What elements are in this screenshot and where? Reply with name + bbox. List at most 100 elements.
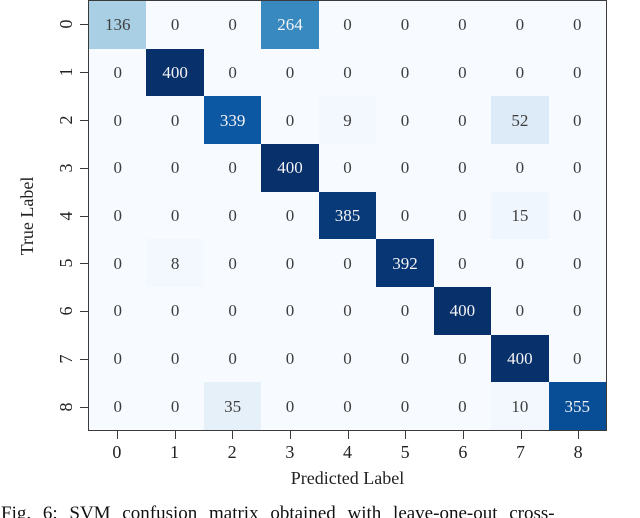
heatmap-cell: 400 <box>146 48 204 97</box>
cell-value: 0 <box>113 301 122 321</box>
cell-value: 0 <box>170 158 180 178</box>
cell-value: 0 <box>458 110 467 130</box>
cell-value: 0 <box>400 110 410 130</box>
cell-value: 0 <box>515 158 525 178</box>
x-tick-label: 0 <box>112 442 122 462</box>
x-tick-mark <box>347 431 349 439</box>
heatmap-cell: 0 <box>548 48 606 97</box>
cell-value: 0 <box>400 396 410 416</box>
cell-value: 8 <box>170 253 180 273</box>
heatmap-cell: 0 <box>261 287 319 335</box>
cell-value: 0 <box>400 348 410 368</box>
x-tick-mark <box>289 431 291 439</box>
cell-value: 0 <box>458 205 467 225</box>
cell-value: 0 <box>573 301 582 321</box>
x-tick-mark <box>520 431 522 439</box>
y-axis-title: True Label <box>16 176 37 256</box>
heatmap-cell: 9 <box>318 96 377 144</box>
cell-value: 0 <box>343 253 352 273</box>
heatmap-cell: 0 <box>376 48 434 97</box>
cell-value: 0 <box>113 158 122 178</box>
cell-value: 0 <box>458 253 467 273</box>
heatmap-cell: 0 <box>433 48 492 97</box>
y-tick-mark <box>80 71 88 73</box>
cell-value: 0 <box>400 158 410 178</box>
y-tick-mark <box>80 263 88 265</box>
x-tick-label: 1 <box>170 442 179 462</box>
heatmap-cell: 0 <box>318 334 377 383</box>
heatmap-cell: 52 <box>491 96 549 144</box>
cell-value: 0 <box>400 205 410 225</box>
cell-value: 0 <box>458 348 467 368</box>
cell-value: 0 <box>113 110 122 130</box>
cell-value: 0 <box>573 158 582 178</box>
heatmap-cell: 0 <box>376 1 434 49</box>
heatmap-cell: 0 <box>203 239 262 287</box>
heatmap-cell: 0 <box>548 287 606 335</box>
heatmap-cell: 0 <box>376 334 434 383</box>
cell-value: 0 <box>170 110 180 130</box>
heatmap-cell: 0 <box>318 1 377 49</box>
heatmap-cell: 400 <box>261 144 319 192</box>
cell-value: 0 <box>343 158 352 178</box>
heatmap-cell: 0 <box>491 144 549 192</box>
heatmap-cell: 0 <box>146 287 204 335</box>
cell-value: 0 <box>170 348 180 368</box>
heatmap-cell: 0 <box>261 96 319 144</box>
cell-value: 0 <box>458 396 467 416</box>
heatmap-cell: 0 <box>433 382 492 430</box>
cell-value: 0 <box>228 158 237 178</box>
heatmap-cell: 0 <box>89 191 147 240</box>
heatmap-cell: 339 <box>203 96 262 144</box>
y-tick-mark <box>80 167 88 169</box>
heatmap-cell: 0 <box>433 96 492 144</box>
cell-value: 0 <box>573 62 582 82</box>
heatmap-cell: 15 <box>491 191 549 240</box>
y-tick-label: 3 <box>55 163 76 173</box>
heatmap-cell: 0 <box>261 191 319 240</box>
cell-value: 0 <box>573 348 582 368</box>
cell-value: 0 <box>113 205 122 225</box>
heatmap-cell: 0 <box>146 382 204 430</box>
cell-value: 0 <box>228 62 237 82</box>
cell-value: 0 <box>400 301 410 321</box>
heatmap-cell: 0 <box>433 239 492 287</box>
plot-area: 136 0 0 264 0 0 0 0 0 0 400 0 0 0 0 0 0 0 0 0 339 0 9 0 0 52 0 0 0 0 4… <box>88 0 607 431</box>
cell-value: 0 <box>228 205 237 225</box>
y-tick-label: 2 <box>55 115 76 125</box>
x-tick-mark <box>578 431 580 439</box>
heatmap-cell: 0 <box>548 239 606 287</box>
cell-value: 0 <box>343 62 352 82</box>
cell-value: 0 <box>343 301 352 321</box>
x-tick-label: 4 <box>343 442 352 462</box>
heatmap-cell: 0 <box>146 96 204 144</box>
heatmap-cell: 0 <box>318 144 377 192</box>
heatmap-cell: 0 <box>491 48 549 97</box>
heatmap-cell: 0 <box>433 334 492 383</box>
heatmap-cell: 0 <box>548 334 606 383</box>
x-tick-label: 8 <box>573 442 583 462</box>
x-tick-mark <box>232 431 234 439</box>
cell-value: 0 <box>458 62 467 82</box>
heatmap-cell: 0 <box>491 239 549 287</box>
heatmap-cell: 355 <box>548 382 606 430</box>
y-tick-mark <box>80 23 88 25</box>
heatmap-cell: 400 <box>491 334 549 383</box>
heatmap-cell: 0 <box>89 382 147 430</box>
cell-value: 0 <box>400 62 410 82</box>
y-tick-label: 7 <box>55 354 76 364</box>
cell-value: 0 <box>285 348 295 368</box>
cell-value: 0 <box>573 15 582 35</box>
heatmap-cell: 0 <box>433 144 492 192</box>
heatmap-cell: 0 <box>376 96 434 144</box>
cell-value: 0 <box>400 15 410 35</box>
cell-value: 35 <box>224 396 242 416</box>
heatmap-cell: 0 <box>548 96 606 144</box>
heatmap-cell: 0 <box>261 48 319 97</box>
cell-value: 136 <box>104 15 131 35</box>
heatmap-cell: 0 <box>376 382 434 430</box>
cell-value: 339 <box>219 110 246 130</box>
heatmap-cell: 264 <box>261 1 319 49</box>
cell-value: 0 <box>573 110 582 130</box>
